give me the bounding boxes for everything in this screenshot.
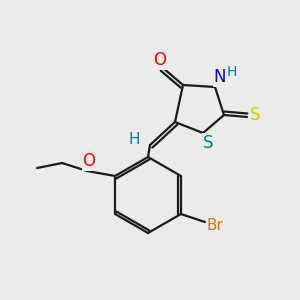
Text: O: O (154, 51, 166, 69)
Text: H: H (227, 65, 237, 79)
Text: H: H (128, 133, 140, 148)
Text: S: S (250, 106, 260, 124)
Text: O: O (82, 152, 96, 170)
Text: N: N (214, 68, 226, 86)
Text: Br: Br (206, 218, 223, 233)
Text: S: S (203, 134, 213, 152)
